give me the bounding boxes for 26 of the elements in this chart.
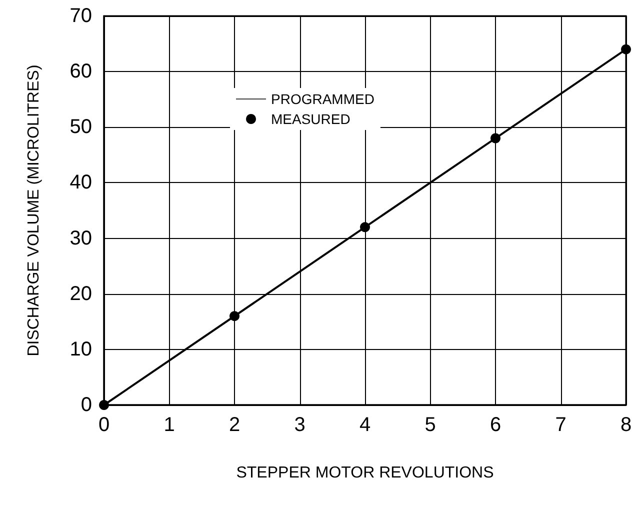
legend-label: PROGRAMMED <box>271 91 374 107</box>
y-tick-label: 60 <box>70 60 92 83</box>
y-tick-label: 40 <box>70 172 92 194</box>
point <box>621 44 631 54</box>
x-tick-label: 3 <box>294 414 306 436</box>
y-tick-label: 10 <box>70 338 92 360</box>
y-tick-label: 20 <box>70 282 92 305</box>
y-tick-label: 50 <box>70 116 92 138</box>
x-tick-label: 1 <box>164 414 175 436</box>
point <box>99 400 109 410</box>
legend-label: MEASURED <box>271 111 350 127</box>
x-tick-label: 4 <box>359 414 371 436</box>
x-tick-label: 2 <box>228 414 240 436</box>
x-tick-label: 5 <box>424 414 436 436</box>
x-tick-label: 0 <box>98 414 110 436</box>
x-tick-label: 6 <box>490 414 502 436</box>
y-tick-label: 70 <box>70 5 92 27</box>
point <box>230 311 240 322</box>
y-axis-title: DISCHARGE VOLUME (MICROLITRES) <box>26 64 42 356</box>
x-tick-label: 8 <box>620 414 632 436</box>
x-tick-label: 7 <box>555 414 566 436</box>
point <box>490 133 500 144</box>
y-tick-label: 0 <box>80 394 92 416</box>
y-tick-label: 30 <box>70 227 92 250</box>
point <box>360 222 370 232</box>
x-axis-title: STEPPER MOTOR REVOLUTIONS <box>236 464 494 482</box>
